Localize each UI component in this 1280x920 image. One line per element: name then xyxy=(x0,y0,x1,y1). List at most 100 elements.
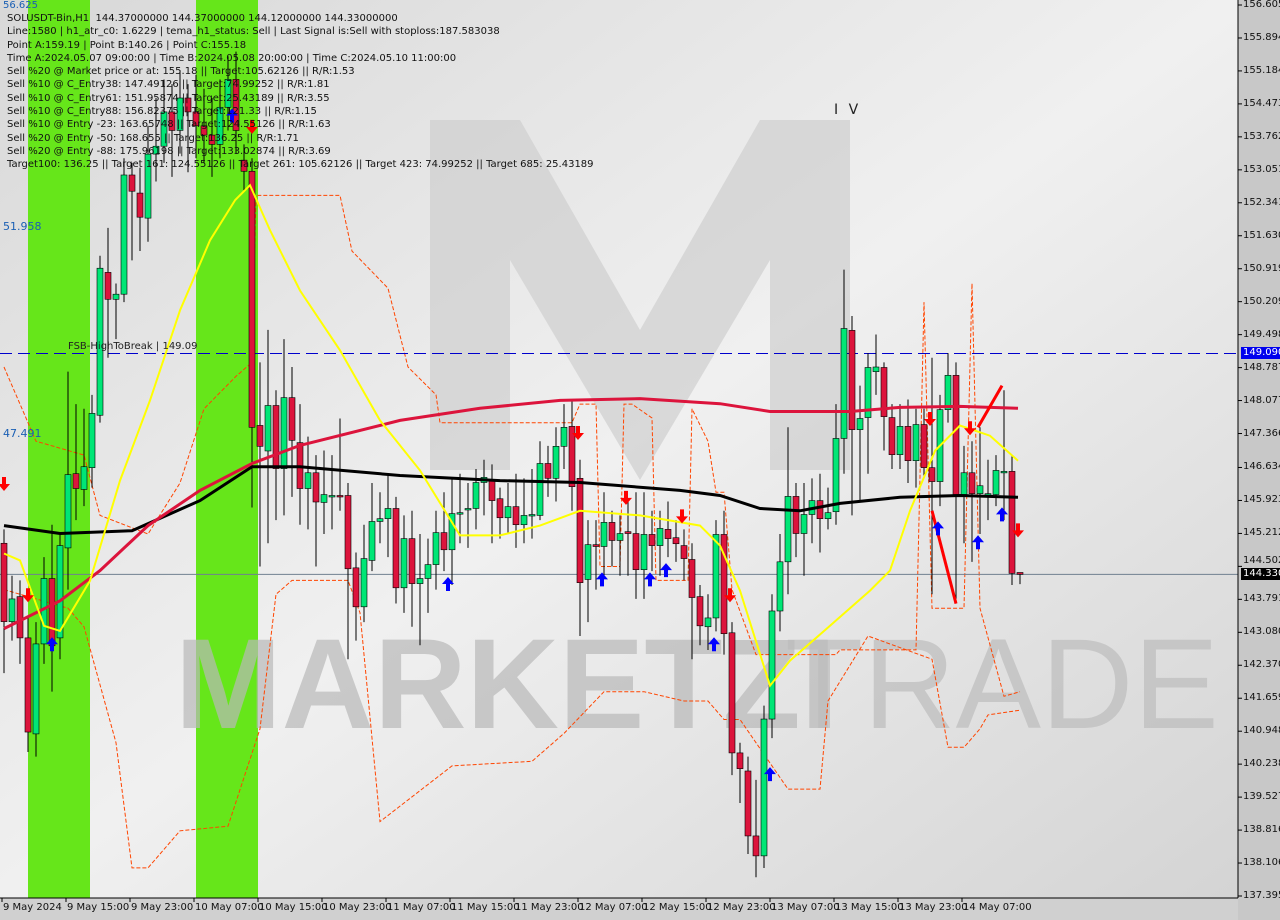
bull-candle-body xyxy=(840,328,848,439)
sell-arrow-icon xyxy=(246,119,258,134)
info-line: Target100: 136.25 || Target 161: 124.551… xyxy=(7,159,594,171)
bull-candle-body xyxy=(320,494,328,503)
time-tick-label: 10 May 15:00 xyxy=(259,902,328,913)
bull-candle-body xyxy=(712,534,720,619)
bull-candle-body xyxy=(800,514,808,534)
candle xyxy=(184,84,192,173)
candle xyxy=(760,705,768,868)
bear-candle-body xyxy=(288,397,296,441)
candle xyxy=(656,510,664,576)
candle xyxy=(232,51,240,154)
candle xyxy=(712,520,720,632)
buy-arrow-icon xyxy=(972,535,984,550)
bull-candle-body xyxy=(600,522,608,547)
price-tick-label: 150.209 xyxy=(1243,295,1280,307)
time-tick-label: 11 May 07:00 xyxy=(387,902,456,913)
price-tick-label: 141.659 xyxy=(1243,692,1280,704)
bear-candle-body xyxy=(672,537,680,545)
channel-bands xyxy=(3,194,1021,869)
candle xyxy=(640,492,648,599)
bear-candle-body xyxy=(312,472,320,503)
bear-candle-body xyxy=(888,417,896,455)
bear-candle-body xyxy=(664,529,672,539)
candle xyxy=(496,487,504,539)
candle xyxy=(872,334,880,395)
candle xyxy=(560,404,568,470)
candle xyxy=(424,538,432,613)
candle xyxy=(1008,455,1016,586)
watermark-text-left: MARKETZI xyxy=(175,613,836,756)
candle xyxy=(944,353,952,423)
bear-candle-body xyxy=(1008,471,1016,574)
candle xyxy=(32,622,40,757)
bull-candle-body xyxy=(768,610,776,720)
candle xyxy=(72,404,80,521)
bear-candle-body xyxy=(24,637,32,733)
bull-candle-body xyxy=(64,474,72,549)
candle xyxy=(512,473,520,548)
time-tick-label: 11 May 23:00 xyxy=(515,902,584,913)
axis-ticks xyxy=(1,4,1242,902)
candle xyxy=(0,529,8,674)
moving-averages xyxy=(3,183,1019,688)
candle xyxy=(144,125,152,242)
bear-candle-body xyxy=(632,533,640,571)
buy-arrow-icon xyxy=(932,521,944,536)
buy-arrow-icon xyxy=(596,572,608,587)
bull-candle-body xyxy=(176,97,184,131)
level-label-47491: 47.491 xyxy=(3,427,42,440)
indicator-info-panel: SOLUSDT-Bin,H1 144.37000000 144.37000000… xyxy=(7,12,594,172)
candle xyxy=(520,478,528,544)
info-line: Sell %10 @ C_Entry61: 151.95874 || Targe… xyxy=(7,92,330,104)
bear-candle-body xyxy=(920,424,928,468)
bull-candle-body xyxy=(776,561,784,612)
candle xyxy=(112,283,120,340)
candle xyxy=(376,492,384,544)
elliott-wave-label: I V xyxy=(834,102,862,118)
candle xyxy=(280,339,288,516)
time-tick-label: 9 May 23:00 xyxy=(131,902,194,913)
bull-candle-body xyxy=(376,518,384,522)
candle xyxy=(896,404,904,470)
bear-candle-body xyxy=(880,367,888,417)
candle xyxy=(704,594,712,650)
bear-candle-body xyxy=(232,79,240,131)
candle xyxy=(24,617,32,752)
sell-arrow-icon xyxy=(1012,523,1024,538)
candle xyxy=(768,594,776,739)
bull-candle-body xyxy=(160,111,168,147)
watermark: MARKETZI TRADE xyxy=(175,120,1219,756)
bull-candle-body xyxy=(864,367,872,418)
bear-candle-body xyxy=(904,426,912,462)
bull-candle-body xyxy=(384,508,392,519)
candle xyxy=(120,158,128,303)
highlight-band xyxy=(196,0,258,898)
candle xyxy=(456,473,464,544)
bear-candle-body xyxy=(608,522,616,541)
price-tick-label: 153.762 xyxy=(1243,130,1280,142)
bull-candle-body xyxy=(896,426,904,455)
price-tick-label: 148.787 xyxy=(1243,361,1280,373)
bear-candle-body xyxy=(16,596,24,639)
bull-candle-body xyxy=(784,496,792,563)
bull-candle-body xyxy=(520,515,528,526)
candle xyxy=(688,543,696,660)
sell-arrow-icon xyxy=(620,490,632,505)
bull-candle-body xyxy=(856,418,864,430)
candle xyxy=(928,357,936,595)
bull-candle-body xyxy=(464,508,472,511)
bear-candle-body xyxy=(192,111,200,127)
candle xyxy=(240,144,248,191)
candle xyxy=(152,97,160,182)
candle xyxy=(176,70,184,154)
bear-candle-body xyxy=(272,405,280,469)
candle xyxy=(776,533,784,632)
candle xyxy=(856,385,864,502)
bear-candle-body xyxy=(48,578,56,647)
sell-arrow-icon xyxy=(676,509,688,524)
bull-candle-body xyxy=(80,466,88,490)
bull-candle-body xyxy=(912,424,920,462)
bear-candle-body xyxy=(136,192,144,218)
time-axis-background xyxy=(0,898,1238,920)
